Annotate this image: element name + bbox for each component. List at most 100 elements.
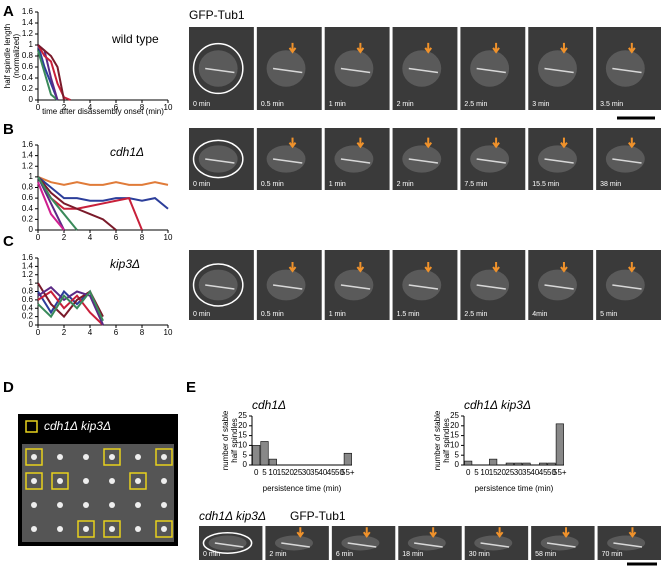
spindle xyxy=(272,67,303,74)
cell-glow xyxy=(470,269,510,301)
y-tick-label: 0 xyxy=(243,460,248,469)
selection-box xyxy=(25,448,43,466)
x-tick-label: 20 xyxy=(285,468,294,477)
cell-glow xyxy=(474,535,513,551)
x-tick-label: 8 xyxy=(140,328,145,337)
colony xyxy=(83,526,89,532)
x-tick-label: 5 xyxy=(474,468,479,477)
cell-glow xyxy=(605,269,645,301)
arrow xyxy=(356,137,365,149)
cell-glow xyxy=(605,50,645,87)
arrow xyxy=(362,527,371,538)
colony xyxy=(31,502,37,508)
frame-label: 0 min xyxy=(193,101,210,108)
x-tick-label: 15 xyxy=(489,468,498,477)
bar xyxy=(539,462,548,466)
spindle xyxy=(414,542,443,548)
frame-label: 0 min xyxy=(193,311,210,318)
spindle xyxy=(476,67,506,74)
y-tick-label: 1.2 xyxy=(22,270,34,279)
colony xyxy=(109,454,115,460)
y-tick-label: 0 xyxy=(29,95,34,104)
colony xyxy=(135,478,141,484)
spindle xyxy=(544,284,574,290)
arrow xyxy=(560,137,568,149)
x-tick-label: 10 xyxy=(164,328,173,337)
y-tick-label: 1 xyxy=(29,40,34,49)
arrow xyxy=(424,42,433,54)
y-tick-label: 0.2 xyxy=(22,84,34,93)
series-line xyxy=(37,176,78,231)
bar xyxy=(252,445,261,466)
y-tick-label: 0.2 xyxy=(22,312,34,321)
selection-box xyxy=(103,520,121,538)
x-axis-label: persistence time (min) xyxy=(263,484,342,493)
frame-label: 0 min xyxy=(193,181,210,188)
selection-box xyxy=(155,448,173,466)
strip-header: GFP-Tub1 xyxy=(290,509,346,523)
spindle xyxy=(340,284,371,290)
x-tick-label: 2 xyxy=(62,233,67,242)
x-tick-label: 55+ xyxy=(341,468,355,477)
y-axis-label: (normalized) xyxy=(12,33,21,78)
y-tick-label: 25 xyxy=(450,411,459,420)
frame-label: 70 min xyxy=(602,551,623,558)
x-tick-label: 6 xyxy=(114,103,119,112)
colony xyxy=(161,502,167,508)
y-tick-label: 0 xyxy=(455,460,460,469)
spindle xyxy=(281,542,310,548)
y-tick-label: 1.2 xyxy=(22,161,34,170)
arrow xyxy=(429,527,437,538)
plate xyxy=(22,444,174,542)
y-tick-label: 15 xyxy=(450,431,459,440)
series-line xyxy=(37,176,169,210)
arrow xyxy=(356,262,365,273)
selection-box xyxy=(103,448,121,466)
x-tick-label: 0 xyxy=(36,328,41,337)
y-tick-label: 1.4 xyxy=(22,18,34,27)
frame-label: 0.5 min xyxy=(261,311,284,318)
colony xyxy=(31,454,37,460)
y-tick-label: 1.6 xyxy=(22,140,34,149)
panel-label: B xyxy=(3,121,14,138)
bar xyxy=(547,462,556,466)
x-axis-label: time after disassembly onset (min) xyxy=(42,107,164,116)
cell-glow xyxy=(208,535,247,551)
series-line xyxy=(37,176,143,231)
arrow xyxy=(492,262,500,273)
arrow xyxy=(562,527,570,538)
y-tick-label: 0.4 xyxy=(22,303,34,312)
colony xyxy=(31,478,37,484)
cell-glow xyxy=(402,145,442,173)
y-tick-label: 0.8 xyxy=(22,287,34,296)
cell-glow xyxy=(266,145,306,173)
arrow xyxy=(424,262,433,273)
cell-glow xyxy=(402,50,442,87)
y-tick-label: 0.6 xyxy=(22,62,34,71)
cell-glow xyxy=(407,535,446,551)
series-line xyxy=(37,181,65,231)
bar xyxy=(489,458,498,466)
y-tick-label: 1.6 xyxy=(22,253,34,262)
y-tick-label: 1.4 xyxy=(22,261,34,270)
arrow xyxy=(628,527,637,538)
arrow xyxy=(296,527,305,538)
cell-glow xyxy=(198,269,238,301)
y-tick-label: 0.6 xyxy=(22,193,34,202)
spindle xyxy=(408,67,439,74)
chart-title: cdh1Δ xyxy=(110,145,144,159)
y-tick-label: 0.8 xyxy=(22,183,34,192)
cell-glow xyxy=(266,269,306,301)
x-tick-label: 6 xyxy=(114,328,119,337)
panel-label: A xyxy=(3,3,14,20)
frame-label: 1 min xyxy=(329,181,346,188)
y-tick-label: 10 xyxy=(450,441,459,450)
cell-glow xyxy=(198,50,238,87)
colony xyxy=(109,478,115,484)
y-tick-label: 0.8 xyxy=(22,51,34,60)
strip-header: GFP-Tub1 xyxy=(189,8,245,22)
bar xyxy=(514,462,523,466)
x-tick-label: 55+ xyxy=(553,468,567,477)
frame-label: 2 min xyxy=(269,551,286,558)
cell-glow xyxy=(334,269,374,301)
